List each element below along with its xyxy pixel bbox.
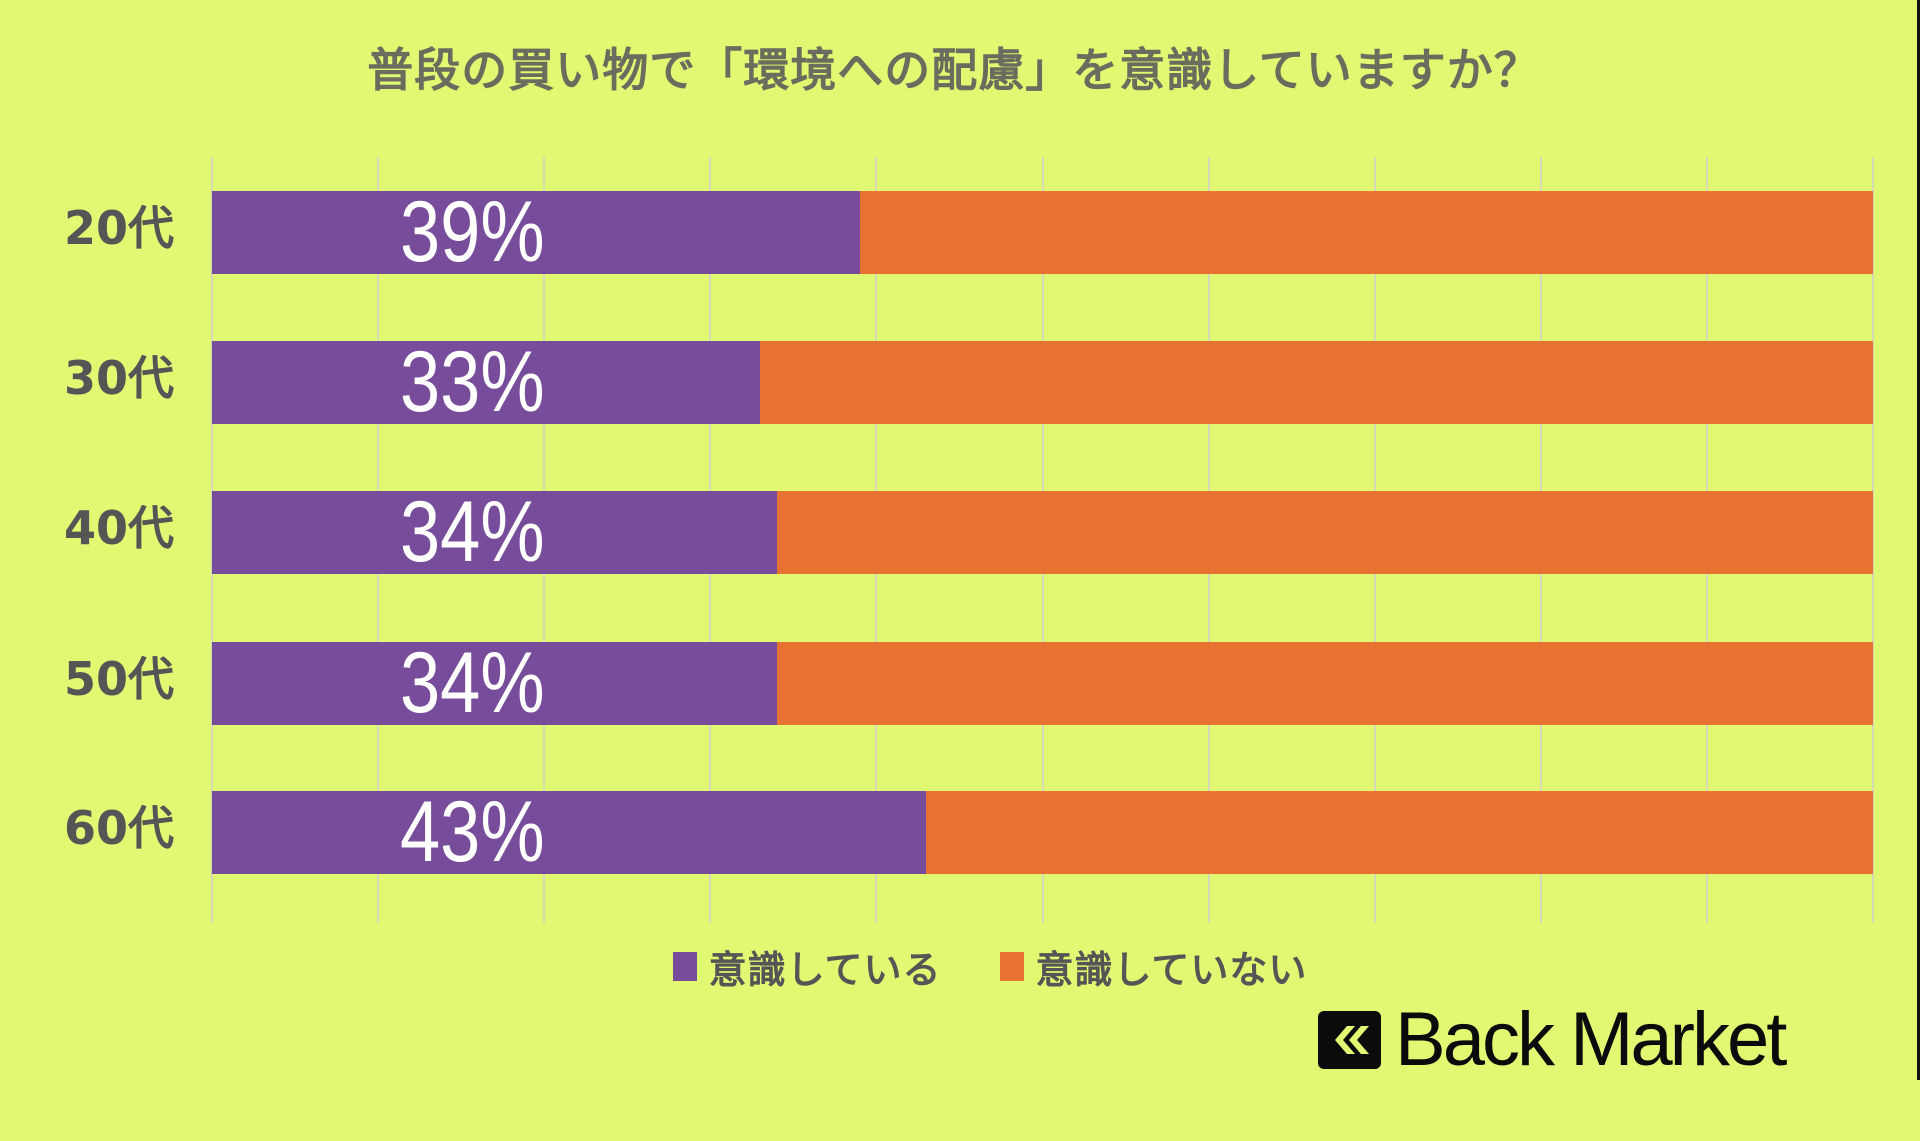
category-label: 20代 bbox=[64, 201, 175, 255]
bar-segment-aware bbox=[212, 791, 927, 874]
double-chevron-left-icon bbox=[1318, 1011, 1381, 1069]
logo-text: Back Market bbox=[1395, 997, 1787, 1082]
bar-row: 43% bbox=[212, 784, 1873, 880]
gridline bbox=[1872, 157, 1874, 923]
data-label: 34% bbox=[400, 484, 545, 580]
bar-segment-not-aware bbox=[776, 491, 1873, 574]
category-label: 60代 bbox=[64, 801, 175, 855]
bar-segment-aware bbox=[212, 491, 777, 574]
legend-label-aware: 意識している bbox=[708, 947, 942, 992]
bar-segment-aware bbox=[212, 191, 860, 274]
category-label: 50代 bbox=[64, 652, 175, 706]
category-label: 30代 bbox=[64, 351, 175, 405]
back-market-logo: Back Market bbox=[1318, 997, 1787, 1082]
data-label: 43% bbox=[400, 784, 545, 880]
data-label: 39% bbox=[400, 184, 545, 280]
bar-segment-not-aware bbox=[760, 341, 1873, 424]
bar-segment-aware bbox=[212, 642, 777, 725]
plot-area: 39% 33% 34% 34% 43% bbox=[211, 157, 1874, 923]
legend-item-aware: 意識している bbox=[672, 939, 942, 994]
bar-row: 33% bbox=[212, 334, 1873, 430]
legend-swatch-aware bbox=[672, 951, 697, 981]
bar-segment-not-aware bbox=[926, 791, 1873, 874]
bar-row: 34% bbox=[212, 635, 1873, 731]
legend-item-not-aware: 意識していない bbox=[999, 939, 1308, 994]
data-label: 34% bbox=[400, 635, 545, 731]
bar-segment-not-aware bbox=[859, 191, 1873, 274]
legend-label-not-aware: 意識していない bbox=[1035, 947, 1308, 992]
bar-segment-aware bbox=[212, 341, 761, 424]
legend: 意識している 意識していない bbox=[0, 938, 1920, 994]
legend-swatch-not-aware bbox=[999, 951, 1024, 981]
data-label: 33% bbox=[400, 334, 545, 430]
chart-title: 普段の買い物で「環境への配慮」を意識していますか？ bbox=[0, 40, 1920, 100]
category-label: 40代 bbox=[64, 501, 175, 555]
bar-segment-not-aware bbox=[776, 642, 1873, 725]
image-border bbox=[1917, 0, 1920, 1080]
chart-title-text: 普段の買い物で「環境への配慮」を意識していますか？ bbox=[367, 43, 1541, 97]
bar-row: 39% bbox=[212, 184, 1873, 280]
bar-row: 34% bbox=[212, 484, 1873, 580]
